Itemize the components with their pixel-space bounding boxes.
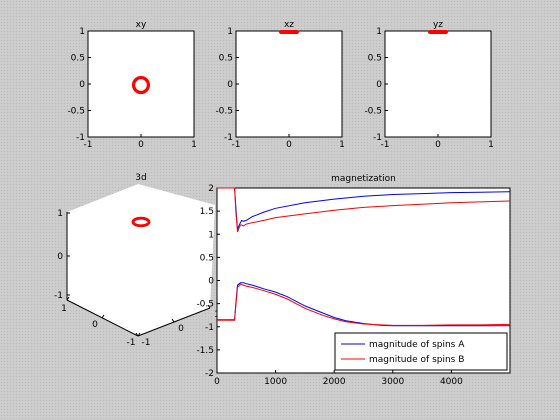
3d-ztick-label: 1 <box>57 209 63 219</box>
3d-ytick-label: 0 <box>178 324 184 334</box>
mag-series-line-2 <box>217 187 511 233</box>
mag-ytick-label: 1.5 <box>200 207 214 217</box>
3d-ytick-mark <box>171 318 175 323</box>
xy-ytick-label: 1 <box>79 27 85 37</box>
xz-ytick-label: 1 <box>227 27 233 37</box>
mag-xtick-label: 3000 <box>381 377 404 387</box>
mag-ytick-label: -2 <box>205 369 214 379</box>
3d-subplot: 3d 1 0 -1 1 0 -1 -1 0 1 <box>54 173 220 348</box>
3d-ytick-label: -1 <box>142 338 151 348</box>
mag-ytick-label: -0.5 <box>196 300 214 310</box>
xz-ytick-label: -1 <box>224 133 233 143</box>
mag-legend-label: magnitude of spins B <box>369 355 464 365</box>
3d-ytick-mark <box>135 332 139 337</box>
xz-xtick-label: 1 <box>339 140 345 150</box>
mag-series-line-1 <box>217 187 511 230</box>
3d-xtick-mark <box>66 296 70 301</box>
xz-axes-box <box>235 30 343 138</box>
yz-ytick-label: -0.5 <box>364 107 382 117</box>
mag-xtick-label: 0 <box>214 377 220 387</box>
yz-ytick-label: 0.5 <box>368 54 382 64</box>
xz-ytick-label: 0.5 <box>219 54 233 64</box>
xy-xtick-label: -1 <box>84 140 93 150</box>
xz-subplot: xz -1 0 1 1 0.5 0 -0.5 -1 <box>215 20 344 150</box>
3d-xtick-label: 0 <box>92 320 98 330</box>
yz-axes-box <box>384 30 492 138</box>
3d-spin-ring <box>131 216 151 228</box>
xy-title: xy <box>136 20 147 30</box>
xy-ytick-label: -0.5 <box>67 107 85 117</box>
yz-ytick-label: 0 <box>376 80 382 90</box>
xz-ytick-label: -0.5 <box>215 107 233 117</box>
mag-xtick-label: 4000 <box>440 377 463 387</box>
3d-ztick-label: -1 <box>54 291 63 301</box>
mag-legend-label: magnitude of spins A <box>369 340 465 350</box>
3d-ztick-label: 0 <box>57 252 63 262</box>
yz-ytick-label: -1 <box>373 133 382 143</box>
xy-xtick-label: 0 <box>138 140 144 150</box>
3d-title: 3d <box>135 173 146 183</box>
mag-ytick-label: 1 <box>208 230 214 240</box>
xy-ytick-label: 0 <box>79 80 85 90</box>
mag-ytick-label: 2 <box>208 184 214 194</box>
mag-ytick-label: -1 <box>205 323 214 333</box>
xz-ytick-label: 0 <box>227 80 233 90</box>
xy-ytick-label: -1 <box>76 133 85 143</box>
mag-xtick-label: 1000 <box>264 377 287 387</box>
xz-xtick-label: -1 <box>232 140 241 150</box>
xy-spin-ring <box>131 76 151 95</box>
3d-ytick-mark <box>207 304 211 309</box>
mag-xtick-label: 2000 <box>323 377 346 387</box>
mag-ytick-label: 0.5 <box>200 253 214 263</box>
yz-xtick-label: 1 <box>488 140 494 150</box>
yz-xtick-label: 0 <box>435 140 441 150</box>
xy-ytick-label: 0.5 <box>71 54 85 64</box>
yz-xtick-label: -1 <box>381 140 390 150</box>
yz-subplot: yz -1 0 1 1 0.5 0 -0.5 -1 <box>364 20 493 150</box>
3d-xtick-label: -1 <box>127 338 136 348</box>
xz-title: xz <box>284 20 294 30</box>
xy-subplot: xy -1 0 1 1 0.5 0 -0.5 -1 <box>67 20 196 150</box>
mag-legend-box <box>334 332 508 371</box>
3d-xtick-mark <box>101 314 105 319</box>
xz-xtick-label: 0 <box>286 140 292 150</box>
yz-title: yz <box>433 20 443 30</box>
xy-axes-box <box>87 30 195 138</box>
3d-xtick-mark <box>137 332 141 337</box>
mag-ytick-label: -1.5 <box>196 346 214 356</box>
3d-xtick-label: 1 <box>61 304 67 314</box>
mag-ytick-label: 0 <box>208 277 214 287</box>
3d-axes-box <box>67 184 215 336</box>
mag-title: magnetization <box>331 174 396 184</box>
mag-series-line-4 <box>217 283 511 326</box>
xy-xtick-label: 1 <box>191 140 197 150</box>
yz-ytick-label: 1 <box>376 27 382 37</box>
